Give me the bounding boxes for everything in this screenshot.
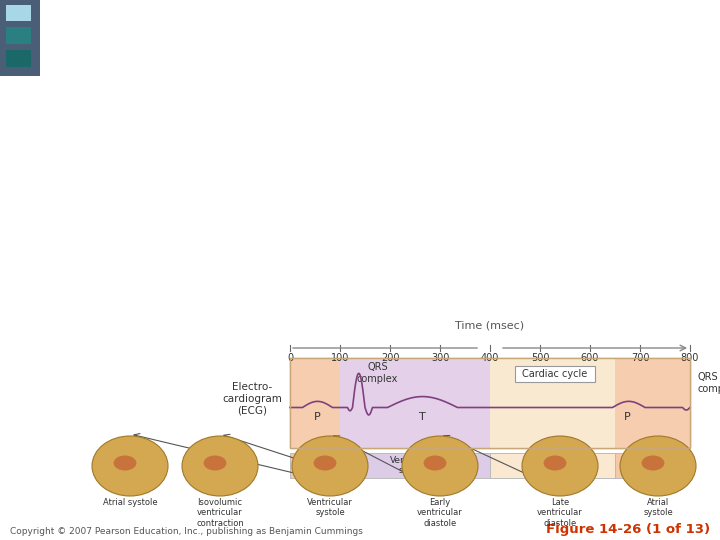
Text: 400: 400 [481, 353, 499, 363]
Bar [6, 27, 31, 44]
Text: Figure 14-26 (1 of 13): Figure 14-26 (1 of 13) [546, 523, 710, 536]
Text: 800: 800 [681, 353, 699, 363]
Text: Ventricular
systole: Ventricular systole [390, 456, 440, 475]
Text: Ventricular
diastole: Ventricular diastole [528, 456, 577, 475]
Ellipse shape [114, 456, 136, 470]
Bar [340, 453, 490, 478]
Ellipse shape [204, 456, 226, 470]
Text: 700: 700 [631, 353, 649, 363]
Text: 300: 300 [431, 353, 449, 363]
Bar [290, 453, 340, 478]
Ellipse shape [314, 456, 336, 470]
Text: T: T [419, 411, 426, 422]
Bar [290, 358, 690, 448]
Text: QRS
complex: QRS complex [357, 362, 398, 383]
Ellipse shape [522, 436, 598, 496]
Text: Atrial systole: Atrial systole [103, 498, 157, 507]
Ellipse shape [182, 436, 258, 496]
Text: Late
ventricular
diastole: Late ventricular diastole [537, 498, 583, 528]
Text: Copyright © 2007 Pearson Education, Inc., publishing as Benjamin Cummings: Copyright © 2007 Pearson Education, Inc.… [10, 527, 363, 536]
Text: 500: 500 [531, 353, 549, 363]
Text: Atrial
systole: Atrial systole [643, 498, 673, 517]
Ellipse shape [292, 436, 368, 496]
Text: Electro-
cardiogram
(ECG): Electro- cardiogram (ECG) [222, 382, 282, 416]
Text: Early
ventricular
diastole: Early ventricular diastole [417, 498, 463, 528]
Text: Atrial
systole: Atrial systole [299, 456, 331, 475]
Bar [290, 358, 340, 448]
Text: P: P [314, 411, 321, 422]
Text: Cardiac cycle: Cardiac cycle [523, 369, 588, 379]
Text: Atrial
systole: Atrial systole [636, 456, 668, 475]
Text: QRS
complex: QRS complex [698, 372, 720, 394]
Bar [615, 358, 690, 448]
Text: P: P [624, 411, 631, 422]
Bar [615, 453, 690, 478]
Bar [6, 4, 31, 21]
Ellipse shape [92, 436, 168, 496]
Bar [290, 358, 690, 448]
Text: Time (msec): Time (msec) [456, 320, 525, 330]
Text: Isovolumic
ventricular
contraction: Isovolumic ventricular contraction [196, 498, 244, 528]
Text: Ventricular
systole: Ventricular systole [307, 498, 353, 517]
Bar [515, 366, 595, 382]
Text: 100: 100 [330, 353, 349, 363]
Bar [490, 358, 615, 448]
Ellipse shape [423, 456, 446, 470]
Ellipse shape [544, 456, 567, 470]
Bar [6, 50, 31, 66]
Bar [340, 358, 490, 448]
Ellipse shape [620, 436, 696, 496]
Text: 0: 0 [287, 353, 293, 363]
Bar [0, 0, 40, 76]
Text: Wiggers Diagram: Wiggers Diagram [50, 26, 322, 54]
Text: 600: 600 [581, 353, 599, 363]
Ellipse shape [642, 456, 665, 470]
Ellipse shape [402, 436, 478, 496]
Bar [490, 453, 615, 478]
Text: 200: 200 [381, 353, 400, 363]
